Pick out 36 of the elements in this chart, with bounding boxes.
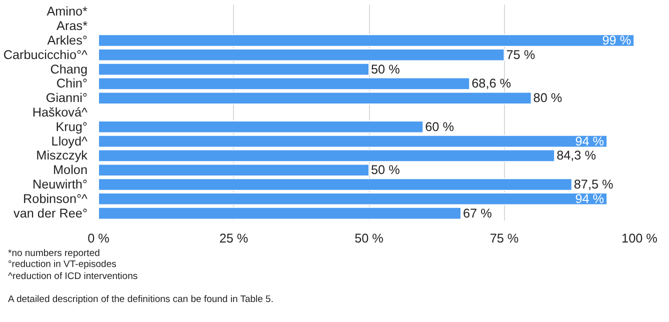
data-label: 84,3 % (556, 148, 596, 163)
data-label: 99 % (602, 34, 632, 48)
y-tick-label: Arkles° (47, 34, 88, 48)
text: °reduction in VT-episodes (8, 259, 116, 270)
y-tick-label: Amino* (46, 4, 88, 19)
text: ^reduction of ICD interventions (8, 270, 138, 282)
text: *no numbers reported (8, 248, 100, 259)
y-tick-label: Chin° (56, 76, 88, 91)
y-tick-label: Robinson°^ (23, 192, 88, 206)
data-label: 75 % (506, 48, 536, 62)
x-tick-label: 25 % (219, 232, 248, 246)
data-label: 87,5 % (574, 178, 614, 192)
y-tick-label: Lloyd^ (51, 134, 88, 148)
y-tick-label: Hašková^ (32, 106, 88, 120)
y-tick-label: Gianni° (46, 91, 88, 106)
data-label: 50 % (371, 62, 400, 76)
x-tick-label: 50 % (354, 232, 384, 246)
y-tick-label: Neuwirth° (32, 178, 88, 192)
y-tick-label: Molon (53, 163, 88, 178)
y-tick-label: Miszczyk (36, 148, 88, 163)
y-tick-label: Krug° (56, 120, 88, 134)
y-tick-label: Chang (50, 62, 88, 76)
x-tick-label: 0 % (88, 232, 110, 246)
y-tick-label: Carbucicchio°^ (3, 48, 88, 62)
data-label: 94 % (575, 192, 604, 206)
text: A detailed description of the definitions can be found in Table 5. (8, 294, 274, 305)
data-label: 50 % (371, 163, 400, 178)
data-label: 68,6 % (472, 76, 512, 91)
data-label: 60 % (425, 120, 454, 134)
data-label: 80 % (533, 91, 562, 106)
data-label: 67 % (462, 206, 492, 220)
x-tick-label: 75 % (490, 232, 519, 246)
x-tick-label: 100 % (622, 232, 658, 246)
y-tick-label: Aras* (56, 19, 88, 34)
data-label: 94 % (575, 134, 604, 148)
y-tick-label: van der Ree° (13, 206, 88, 220)
